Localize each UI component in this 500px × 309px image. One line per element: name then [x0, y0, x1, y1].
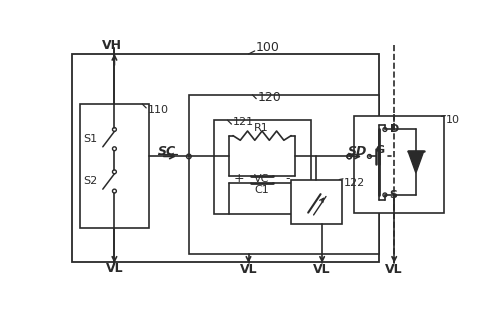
Text: 120: 120: [258, 91, 281, 104]
Text: 10: 10: [446, 115, 460, 125]
Bar: [72, 54, 378, 262]
Text: VL: VL: [314, 263, 331, 276]
Bar: [189, 95, 378, 254]
Text: VL: VL: [106, 262, 123, 275]
Bar: [80, 104, 150, 228]
Text: 121: 121: [233, 117, 254, 127]
Text: VC: VC: [254, 174, 270, 184]
Text: S: S: [390, 190, 398, 200]
Bar: [291, 180, 342, 224]
Text: +: +: [234, 172, 244, 185]
Text: -: -: [286, 172, 290, 185]
Text: R1: R1: [254, 123, 269, 133]
Text: SC: SC: [158, 145, 176, 158]
Text: G: G: [376, 145, 384, 155]
Text: VL: VL: [386, 263, 403, 276]
Bar: [354, 116, 444, 214]
Bar: [214, 120, 310, 214]
Text: SD: SD: [348, 145, 366, 158]
Text: VH: VH: [102, 39, 122, 52]
Text: 122: 122: [344, 178, 365, 188]
Text: 100: 100: [256, 41, 280, 54]
Text: 110: 110: [148, 105, 169, 115]
Text: S2: S2: [84, 176, 98, 186]
Text: D: D: [390, 125, 399, 134]
Text: VL: VL: [240, 263, 258, 276]
Text: S1: S1: [84, 134, 98, 144]
Text: C1: C1: [254, 184, 269, 195]
Polygon shape: [408, 151, 424, 173]
